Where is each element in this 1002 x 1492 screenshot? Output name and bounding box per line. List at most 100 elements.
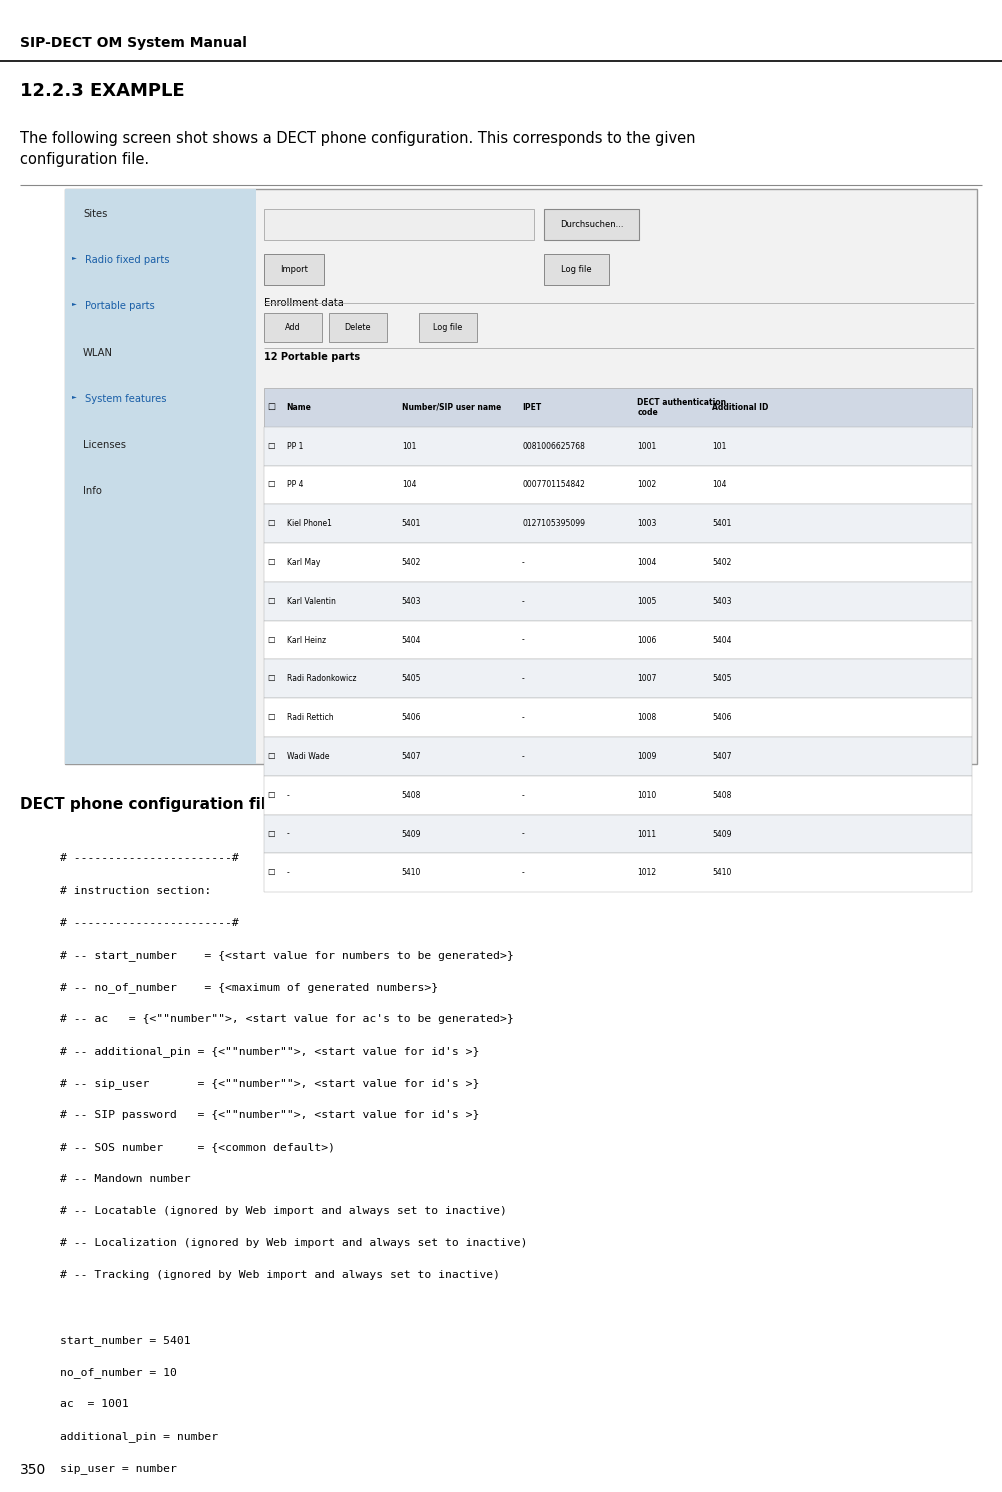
Text: ►: ► (72, 255, 77, 260)
Text: 5408: 5408 (712, 791, 731, 800)
Text: Info: Info (83, 486, 102, 497)
FancyBboxPatch shape (264, 209, 534, 240)
Text: ☐: ☐ (268, 791, 275, 800)
Text: -: - (522, 830, 525, 839)
Text: 0127105395099: 0127105395099 (522, 519, 585, 528)
FancyBboxPatch shape (264, 621, 972, 659)
FancyBboxPatch shape (264, 466, 972, 504)
FancyBboxPatch shape (264, 815, 972, 853)
Text: 1005: 1005 (637, 597, 656, 606)
Text: 5406: 5406 (402, 713, 421, 722)
Text: 5407: 5407 (712, 752, 731, 761)
Text: Radio fixed parts: Radio fixed parts (85, 255, 169, 266)
Text: ☐: ☐ (268, 442, 275, 451)
Text: -: - (522, 636, 525, 645)
Text: IPET: IPET (522, 403, 541, 412)
FancyBboxPatch shape (419, 313, 477, 342)
Text: -: - (522, 791, 525, 800)
Text: DECT authentication
code: DECT authentication code (637, 397, 726, 418)
Text: 1006: 1006 (637, 636, 656, 645)
Text: ☐: ☐ (268, 558, 275, 567)
Text: 5404: 5404 (712, 636, 731, 645)
Text: additional_pin = number: additional_pin = number (60, 1431, 218, 1441)
Text: 5410: 5410 (712, 868, 731, 877)
Text: # -- Mandown number: # -- Mandown number (60, 1174, 190, 1185)
Text: 101: 101 (402, 442, 416, 451)
Text: 0007701154842: 0007701154842 (522, 480, 585, 489)
Text: WLAN: WLAN (83, 348, 113, 358)
Text: -: - (522, 674, 525, 683)
FancyBboxPatch shape (65, 189, 256, 764)
Text: 101: 101 (712, 442, 726, 451)
Text: Radi Rettich: Radi Rettich (287, 713, 334, 722)
Text: 1007: 1007 (637, 674, 656, 683)
Text: # -- ac   = {<""number"">, <start value for ac's to be generated>}: # -- ac = {<""number"">, <start value fo… (60, 1015, 514, 1024)
Text: # -- Locatable (ignored by Web import and always set to inactive): # -- Locatable (ignored by Web import an… (60, 1206, 507, 1216)
Text: 104: 104 (402, 480, 416, 489)
Text: DECT phone configuration file:: DECT phone configuration file: (20, 797, 283, 812)
Text: 104: 104 (712, 480, 726, 489)
Text: -: - (522, 713, 525, 722)
Text: Karl May: Karl May (287, 558, 320, 567)
Text: -: - (287, 830, 290, 839)
Text: Add: Add (285, 322, 301, 333)
Text: ☐: ☐ (268, 830, 275, 839)
Text: Karl Heinz: Karl Heinz (287, 636, 326, 645)
Text: 5402: 5402 (402, 558, 421, 567)
Text: 5409: 5409 (712, 830, 731, 839)
FancyBboxPatch shape (264, 388, 972, 427)
Text: SIP-DECT OM System Manual: SIP-DECT OM System Manual (20, 36, 246, 49)
Text: 5407: 5407 (402, 752, 421, 761)
Text: -: - (522, 558, 525, 567)
Text: Import: Import (280, 264, 308, 275)
Text: # -- no_of_number    = {<maximum of generated numbers>}: # -- no_of_number = {<maximum of generat… (60, 982, 438, 992)
Text: 5405: 5405 (402, 674, 421, 683)
Text: Delete: Delete (345, 322, 371, 333)
Text: 1012: 1012 (637, 868, 656, 877)
Text: Additional ID: Additional ID (712, 403, 769, 412)
Text: ☐: ☐ (268, 597, 275, 606)
Text: ☐: ☐ (268, 519, 275, 528)
Text: 5409: 5409 (402, 830, 421, 839)
Text: 1002: 1002 (637, 480, 656, 489)
Text: Portable parts: Portable parts (85, 301, 155, 312)
Text: # -- SIP password   = {<""number"">, <start value for id's >}: # -- SIP password = {<""number"">, <star… (60, 1110, 480, 1120)
Text: 350: 350 (20, 1464, 46, 1477)
Text: Wadi Wade: Wadi Wade (287, 752, 329, 761)
Text: # -- additional_pin = {<""number"">, <start value for id's >}: # -- additional_pin = {<""number"">, <st… (60, 1046, 480, 1056)
FancyBboxPatch shape (264, 776, 972, 815)
Text: ☐: ☐ (268, 674, 275, 683)
Text: Durchsuchen...: Durchsuchen... (560, 219, 623, 230)
Text: start_number = 5401: start_number = 5401 (60, 1334, 190, 1346)
Text: sip_user = number: sip_user = number (60, 1462, 177, 1474)
Text: ☐: ☐ (268, 403, 276, 412)
Text: ☐: ☐ (268, 752, 275, 761)
Text: 1003: 1003 (637, 519, 656, 528)
Text: 1001: 1001 (637, 442, 656, 451)
Text: 1004: 1004 (637, 558, 656, 567)
Text: -: - (522, 752, 525, 761)
FancyBboxPatch shape (544, 209, 639, 240)
Text: # -- Localization (ignored by Web import and always set to inactive): # -- Localization (ignored by Web import… (60, 1238, 528, 1249)
Text: 5406: 5406 (712, 713, 731, 722)
FancyBboxPatch shape (264, 313, 322, 342)
Text: The following screen shot shows a DECT phone configuration. This corresponds to : The following screen shot shows a DECT p… (20, 131, 695, 167)
Text: ☐: ☐ (268, 636, 275, 645)
Text: Licenses: Licenses (83, 440, 126, 451)
Text: ►: ► (72, 301, 77, 306)
FancyBboxPatch shape (264, 427, 972, 466)
Text: -: - (287, 868, 290, 877)
FancyBboxPatch shape (264, 504, 972, 543)
Text: 5401: 5401 (402, 519, 421, 528)
Text: 0081006625768: 0081006625768 (522, 442, 585, 451)
FancyBboxPatch shape (264, 737, 972, 776)
Text: # -- Tracking (ignored by Web import and always set to inactive): # -- Tracking (ignored by Web import and… (60, 1270, 500, 1280)
Text: ►: ► (72, 394, 77, 398)
FancyBboxPatch shape (264, 659, 972, 698)
Text: # -----------------------#: # -----------------------# (60, 918, 238, 928)
FancyBboxPatch shape (264, 853, 972, 892)
Text: 1008: 1008 (637, 713, 656, 722)
Text: -: - (287, 791, 290, 800)
Text: # -----------------------#: # -----------------------# (60, 853, 238, 864)
Text: PP 1: PP 1 (287, 442, 303, 451)
